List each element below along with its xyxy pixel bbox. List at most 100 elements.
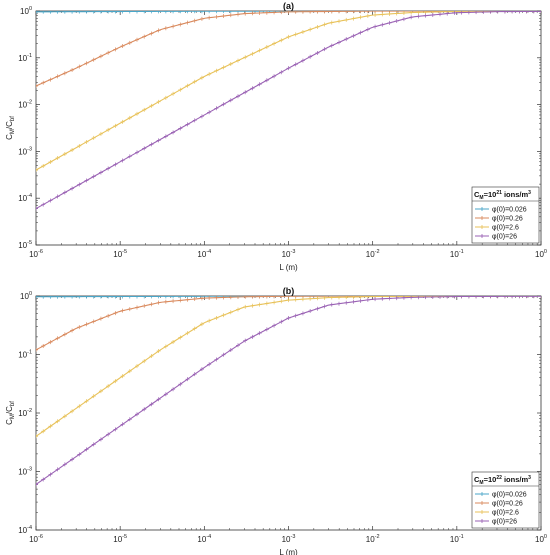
series-marker xyxy=(286,296,291,299)
series-marker xyxy=(106,127,111,132)
series-marker xyxy=(36,206,38,211)
series-marker xyxy=(293,32,298,37)
series-marker xyxy=(98,54,103,59)
series-marker xyxy=(127,417,132,422)
x-tick-label: 10-3 xyxy=(282,249,296,259)
series-marker xyxy=(250,51,255,56)
series-marker xyxy=(199,11,204,14)
series-marker xyxy=(221,102,226,107)
x-axis-label: L (m) xyxy=(279,548,298,555)
series-marker xyxy=(171,24,176,29)
series-marker xyxy=(315,11,320,14)
series-marker xyxy=(236,343,240,348)
series-marker xyxy=(106,313,111,318)
series-marker xyxy=(308,27,313,32)
series-marker xyxy=(48,77,53,82)
series-marker xyxy=(127,115,132,120)
series-marker xyxy=(171,387,176,392)
series-marker xyxy=(163,296,168,299)
series-marker xyxy=(243,90,248,95)
series-marker xyxy=(36,296,38,299)
series-marker xyxy=(373,24,378,29)
legend-label: φ(0)=0.026 xyxy=(492,492,527,499)
series-marker xyxy=(55,336,60,341)
series-marker xyxy=(120,11,125,14)
y-axis-label: CM/Cbf xyxy=(5,116,16,140)
series-marker xyxy=(106,50,111,55)
series-marker xyxy=(293,313,298,318)
series-marker xyxy=(315,296,320,301)
series-marker xyxy=(120,158,125,163)
series-marker xyxy=(329,11,334,14)
series-marker xyxy=(300,58,305,63)
series-marker xyxy=(236,296,240,299)
series-marker xyxy=(91,57,96,62)
series-marker xyxy=(199,322,204,327)
series-marker xyxy=(178,126,183,131)
series-marker xyxy=(358,298,363,303)
legend-marker xyxy=(480,234,484,238)
series-marker xyxy=(329,296,334,300)
series-marker xyxy=(199,367,204,372)
series-marker xyxy=(135,305,139,310)
series-marker xyxy=(315,306,320,311)
series-marker xyxy=(149,402,154,407)
series-marker xyxy=(214,106,219,111)
series-marker xyxy=(48,472,53,477)
series-marker xyxy=(315,50,320,55)
series-marker xyxy=(293,297,298,302)
series-marker xyxy=(207,110,212,115)
series-marker xyxy=(120,374,125,379)
series-marker xyxy=(293,296,298,299)
series-marker xyxy=(178,335,183,340)
series-marker xyxy=(91,296,96,299)
series-marker xyxy=(185,122,190,127)
series-marker xyxy=(286,316,291,321)
series-marker xyxy=(48,424,53,429)
series-marker xyxy=(91,394,96,399)
series-marker xyxy=(120,308,125,313)
series-marker xyxy=(84,178,89,183)
series-marker xyxy=(55,11,60,14)
series-marker xyxy=(207,72,212,77)
series-marker xyxy=(156,300,161,305)
series-marker xyxy=(142,146,147,151)
series-marker xyxy=(178,296,183,299)
series-marker xyxy=(517,11,522,14)
series-marker xyxy=(387,20,392,25)
series-marker xyxy=(207,318,212,323)
series-marker xyxy=(337,296,341,300)
series-marker xyxy=(416,296,421,300)
series-marker xyxy=(337,11,341,14)
series-marker xyxy=(264,11,269,15)
series-marker xyxy=(207,15,212,20)
series-marker xyxy=(62,414,67,419)
series-marker xyxy=(127,154,132,159)
series-marker xyxy=(55,74,60,79)
x-tick-label: 10-1 xyxy=(450,534,464,544)
series-marker xyxy=(41,296,46,299)
series-marker xyxy=(221,352,226,357)
series-marker xyxy=(70,186,75,191)
series-marker xyxy=(142,407,147,412)
series-marker xyxy=(481,11,486,14)
series-marker xyxy=(156,138,161,143)
series-marker xyxy=(77,296,82,299)
series-marker xyxy=(192,118,197,123)
series-marker xyxy=(373,12,378,17)
series-marker xyxy=(322,304,327,309)
series-marker xyxy=(55,467,60,472)
legend-box xyxy=(471,186,540,244)
series-marker xyxy=(62,296,67,299)
series-marker xyxy=(113,311,118,316)
series-marker xyxy=(120,43,125,48)
series-marker xyxy=(135,111,139,116)
series-marker xyxy=(98,11,103,14)
series-marker xyxy=(308,309,313,314)
series-marker xyxy=(502,296,507,299)
legend-label: φ(0)=0.26 xyxy=(492,501,523,508)
series-marker xyxy=(163,11,168,14)
series-marker xyxy=(113,162,118,167)
series-marker xyxy=(163,26,168,31)
series-marker xyxy=(120,422,125,427)
